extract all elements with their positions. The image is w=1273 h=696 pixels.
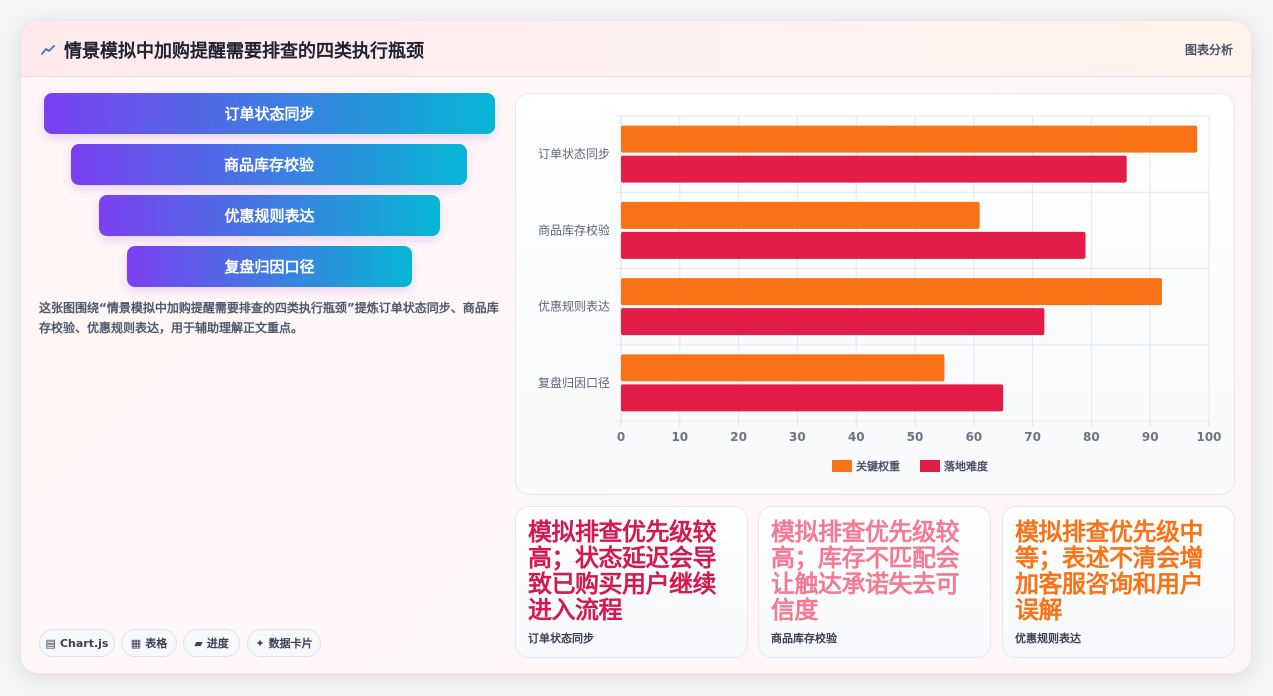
header: 情景模拟中加购提醒需要排查的四类执行瓶颈 图表分析 [21,21,1251,77]
x-tick-label: 50 [907,430,924,444]
x-tick-label: 20 [730,430,747,444]
pill-label: 数据卡片 [268,637,313,650]
stat-card-label: 商品库存校验 [771,632,837,645]
funnel-step-2[interactable]: 商品库存校验 [71,144,467,185]
bar-difficulty [621,155,1127,183]
table-icon: ▦ [130,636,142,650]
y-tick-label: 优惠规则表达 [538,299,610,314]
x-tick-label: 0 [617,430,625,444]
x-tick-label: 60 [965,430,982,444]
chart-icon: ▤ [45,636,56,650]
bar-difficulty [621,308,1045,336]
legend-label: 关键权重 [856,459,900,473]
x-tick-label: 100 [1196,430,1221,444]
stat-card-text: 模拟排查优先级较高；状态延迟会导致已购买用户继续进入流程 [528,518,717,624]
x-tick-label: 80 [1083,430,1100,444]
trend-line-icon [41,45,55,55]
sparkle-icon: ✦ [255,636,265,650]
bar-difficulty [621,384,1004,412]
chart-panel: 0 10 20 30 40 50 60 70 80 90 100 订单状态同步 商品库存校验 优惠规则表达… [515,93,1235,495]
y-tick-label: 商品库存校验 [538,222,610,237]
funnel-step-label: 复盘归因口径 [224,258,315,276]
x-tick-label: 10 [671,430,688,444]
funnel-step-label: 商品库存校验 [223,156,314,174]
funnel-step-1[interactable]: 订单状态同步 [44,93,495,134]
dashboard-card: 情景模拟中加购提醒需要排查的四类执行瓶颈 图表分析 订单状态同步 商品库存校验 … [20,20,1252,674]
x-tick-label: 30 [789,430,806,444]
legend-swatch [920,460,940,472]
page-title: 情景模拟中加购提醒需要排查的四类执行瓶颈 [64,41,424,62]
pill-table[interactable]: ▦ 表格 [121,629,177,657]
pill-data-card[interactable]: ✦ 数据卡片 [247,629,321,657]
stat-card-label: 订单状态同步 [528,632,594,645]
stat-card-text: 模拟排查优先级中等；表述不清会增加客服咨询和用户误解 [1015,518,1204,624]
stat-card-2: 模拟排查优先级较高；库存不匹配会让触达承诺失去可信度 商品库存校验 [758,506,991,658]
pill-chartjs[interactable]: ▤ Chart.js [39,629,115,657]
stat-card-1: 模拟排查优先级较高；状态延迟会导致已购买用户继续进入流程 订单状态同步 [515,506,748,658]
bar-weight [621,201,980,229]
pill-label: 进度 [206,637,229,650]
x-tick-label: 70 [1024,430,1041,444]
pill-label: 表格 [145,637,168,650]
stat-card-label: 优惠规则表达 [1015,632,1081,645]
chart-description: 这张图围绕“情景模拟中加购提醒需要排查的四类执行瓶颈”提炼订单状态同步、商品库存… [39,301,499,335]
y-tick-label: 复盘归因口径 [538,375,610,390]
pill-label: Chart.js [59,636,109,650]
bar-weight [621,125,1198,153]
funnel-step-label: 订单状态同步 [224,105,315,123]
funnel-step-label: 优惠规则表达 [224,207,315,225]
bar-difficulty [621,231,1086,259]
bar-weight [621,354,945,382]
x-tick-label: 90 [1142,430,1159,444]
stat-card-3: 模拟排查优先级中等；表述不清会增加客服咨询和用户误解 优惠规则表达 [1002,506,1235,658]
bar-weight [621,278,1162,306]
legend-label: 落地难度 [944,459,989,473]
legend-swatch [832,460,852,472]
stat-card-text: 模拟排查优先级较高；库存不匹配会让触达承诺失去可信度 [771,518,960,624]
progress-icon: ▰ [194,636,203,650]
bar-chart: 0 10 20 30 40 50 60 70 80 90 100 订单状态同步商品库存校验优惠规则表达… [538,115,1222,473]
y-tick-label: 订单状态同步 [538,147,610,161]
funnel-step-3[interactable]: 优惠规则表达 [99,195,440,236]
funnel-step-4[interactable]: 复盘归因口径 [127,246,412,287]
x-tick-label: 40 [848,430,865,444]
pill-progress[interactable]: ▰ 进度 [183,629,240,657]
chart-analysis-tag: 图表分析 [1184,43,1233,57]
